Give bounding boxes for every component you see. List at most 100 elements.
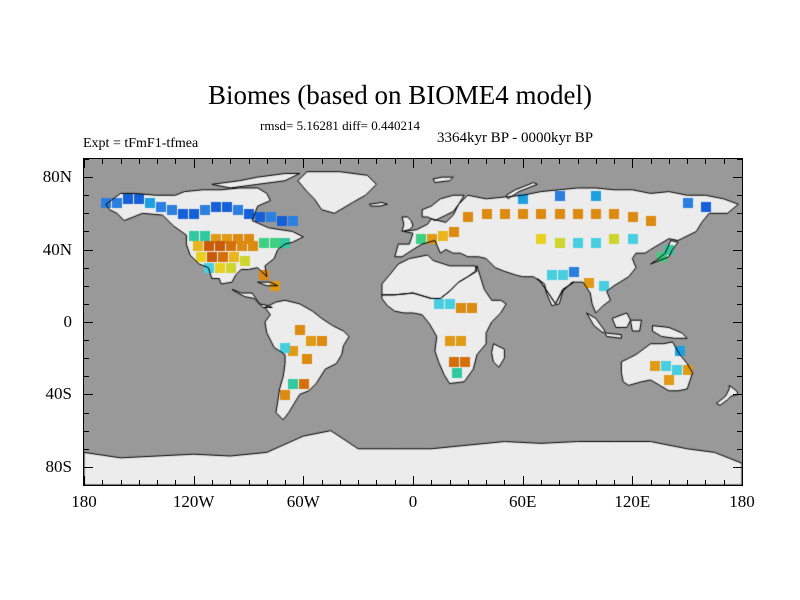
y-axis-tick-label: 40S [45,384,72,404]
y-tick [84,358,89,359]
x-axis-tick-label: 180 [71,492,97,511]
x-tick [358,480,359,485]
x-tick-top [267,159,268,164]
y-tick [84,231,89,232]
x-tick-top [340,159,341,164]
y-tick-right [737,485,742,486]
y-tick-right [737,340,742,341]
y-tick-right [737,413,742,414]
y-tick [84,485,89,486]
y-tick [84,449,89,450]
biome-map-canvas [84,159,742,485]
x-tick [267,480,268,485]
y-tick [84,340,89,341]
y-tick-right [737,231,742,232]
x-tick-top [358,159,359,164]
x-tick [322,480,323,485]
x-tick [705,480,706,485]
x-tick-top [376,159,377,164]
x-tick-top [651,159,652,164]
x-axis-tick-label: 120E [614,492,651,511]
x-tick [632,476,633,485]
x-tick-top [139,159,140,164]
x-tick [230,480,231,485]
y-tick [84,177,93,178]
y-tick [84,376,89,377]
y-axis-tick-label: 80N [42,167,72,187]
x-tick [212,480,213,485]
x-tick-top [614,159,615,164]
x-tick [724,480,725,485]
x-tick [194,476,195,485]
x-tick [84,476,85,485]
y-tick-right [737,159,742,160]
x-tick-top [84,159,85,168]
x-tick [687,480,688,485]
x-tick-top [322,159,323,164]
period-annotation: 3364kyr BP - 0000kyr BP [436,130,594,146]
y-tick-right [733,467,742,468]
x-tick-top [742,159,743,168]
x-tick-top [541,159,542,164]
y-tick-right [737,449,742,450]
x-tick [578,480,579,485]
x-tick-top [450,159,451,164]
y-axis-tick-label: 80S [45,456,72,476]
map-plot-area [83,158,743,486]
statistics-annotation: rmsd= 5.16281 diff= 0.440214 [260,118,420,133]
y-tick [84,394,93,395]
x-tick-top [596,159,597,164]
x-tick [559,480,560,485]
x-tick [468,480,469,485]
x-tick-top [157,159,158,164]
x-tick [175,480,176,485]
x-tick [395,480,396,485]
y-tick-right [733,394,742,395]
x-tick [523,476,524,485]
x-axis-tick-label: 0 [408,492,418,511]
x-tick-top [724,159,725,164]
y-tick [84,322,93,323]
y-tick-right [733,250,742,251]
x-tick [249,480,250,485]
x-tick [157,480,158,485]
x-tick-top [194,159,195,168]
y-tick [84,413,89,414]
x-tick [285,480,286,485]
x-axis-tick-label: 60E [508,492,537,511]
y-tick [84,467,93,468]
x-tick [139,480,140,485]
y-tick-right [737,431,742,432]
x-tick-top [175,159,176,164]
y-tick [84,213,89,214]
experiment-annotation: Expt = tFmF1-tfmea [83,136,199,151]
x-tick [742,476,743,485]
x-tick-top [395,159,396,164]
y-tick-right [737,286,742,287]
y-tick [84,159,89,160]
x-tick-top [559,159,560,164]
x-tick [450,480,451,485]
x-tick [413,476,414,485]
y-tick-right [733,177,742,178]
x-tick [651,480,652,485]
x-axis-tick-label: 180 [729,492,755,511]
y-tick [84,431,89,432]
y-tick [84,304,89,305]
x-tick-top [669,159,670,164]
x-tick-top [632,159,633,168]
x-axis-tick-label: 120W [172,492,215,511]
x-tick [504,480,505,485]
x-tick-top [285,159,286,164]
x-tick [121,480,122,485]
y-tick [84,195,89,196]
x-tick-top [578,159,579,164]
y-tick-right [737,304,742,305]
x-tick [669,480,670,485]
x-tick-top [102,159,103,164]
x-tick [102,480,103,485]
y-tick-right [737,213,742,214]
x-tick-top [249,159,250,164]
x-tick [541,480,542,485]
